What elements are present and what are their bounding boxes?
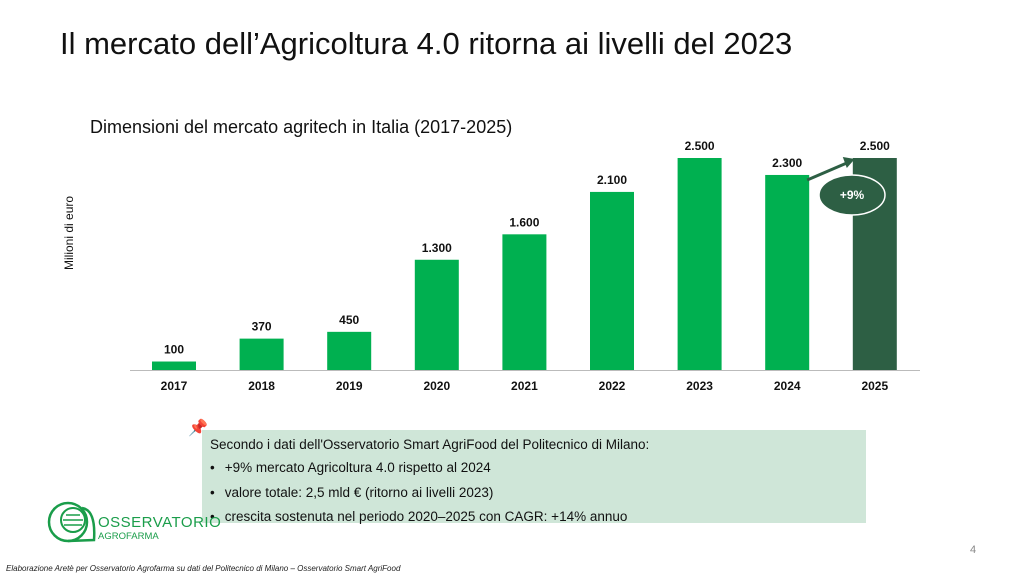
data-label: 1.600 xyxy=(509,215,539,229)
bar-2018 xyxy=(239,338,284,370)
x-tick-label: 2021 xyxy=(511,379,538,393)
page-number: 4 xyxy=(970,544,977,556)
growth-badge-label: +9% xyxy=(840,188,865,202)
data-label: 2.500 xyxy=(860,139,890,153)
logo-mark-icon xyxy=(47,501,96,543)
bullet-item: crescita sostenuta nel periodo 2020–2025… xyxy=(210,509,628,534)
logo-text-1: OSSERVATORIO xyxy=(98,514,222,531)
x-tick-label: 2017 xyxy=(161,379,188,393)
bar-2024 xyxy=(765,174,810,370)
x-tick-label: 2022 xyxy=(599,379,626,393)
logo-text-2: AGROFARMA xyxy=(98,531,159,542)
growth-arrow-line xyxy=(806,161,848,182)
x-tick-label: 2019 xyxy=(336,379,363,393)
source-footer: Elaborazione Aretè per Osservatorio Agro… xyxy=(6,564,401,573)
summary-textbox: Secondo i dati dell'Osservatorio Smart A… xyxy=(202,430,866,524)
bullet-item: +9% mercato Agricoltura 4.0 rispetto al … xyxy=(210,460,627,485)
bar-2019 xyxy=(327,331,372,370)
growth-arrow-head-icon xyxy=(842,157,855,168)
bar-2021 xyxy=(502,234,547,370)
x-tick-label: 2023 xyxy=(686,379,713,393)
data-label: 2.100 xyxy=(597,173,627,187)
x-tick-label: 2018 xyxy=(248,379,275,393)
bar-2022 xyxy=(590,191,634,370)
slide-title: Il mercato dell’Agricoltura 4.0 ritorna … xyxy=(60,26,793,61)
summary-intro: Secondo i dati dell'Osservatorio Smart A… xyxy=(210,437,650,452)
bar-2020 xyxy=(414,259,459,370)
data-label: 2.300 xyxy=(772,156,802,170)
data-label: 1.300 xyxy=(422,241,452,255)
bullet-item: valore totale: 2,5 mld € (ritorno ai liv… xyxy=(210,485,627,510)
growth-badge xyxy=(818,174,886,216)
bar-2023 xyxy=(677,158,722,370)
summary-bullets: +9% mercato Agricoltura 4.0 rispetto al … xyxy=(210,460,628,534)
data-label: 370 xyxy=(252,320,272,334)
bar-chart: 100 2017 370 2018 450 2019 1.300 2020 1.600 2021 2… xyxy=(130,139,920,393)
chart-title: Dimensioni del mercato agritech in Itali… xyxy=(90,117,513,137)
bar-2017 xyxy=(152,361,196,370)
x-tick-label: 2024 xyxy=(774,379,801,393)
data-label: 450 xyxy=(339,313,359,327)
data-label: 2.500 xyxy=(685,139,715,153)
x-tick-label: 2025 xyxy=(861,379,888,393)
osservatorio-logo: OSSERVATORIO AGROFARMA xyxy=(46,500,221,551)
data-label: 100 xyxy=(164,343,184,357)
x-tick-label: 2020 xyxy=(423,379,450,393)
